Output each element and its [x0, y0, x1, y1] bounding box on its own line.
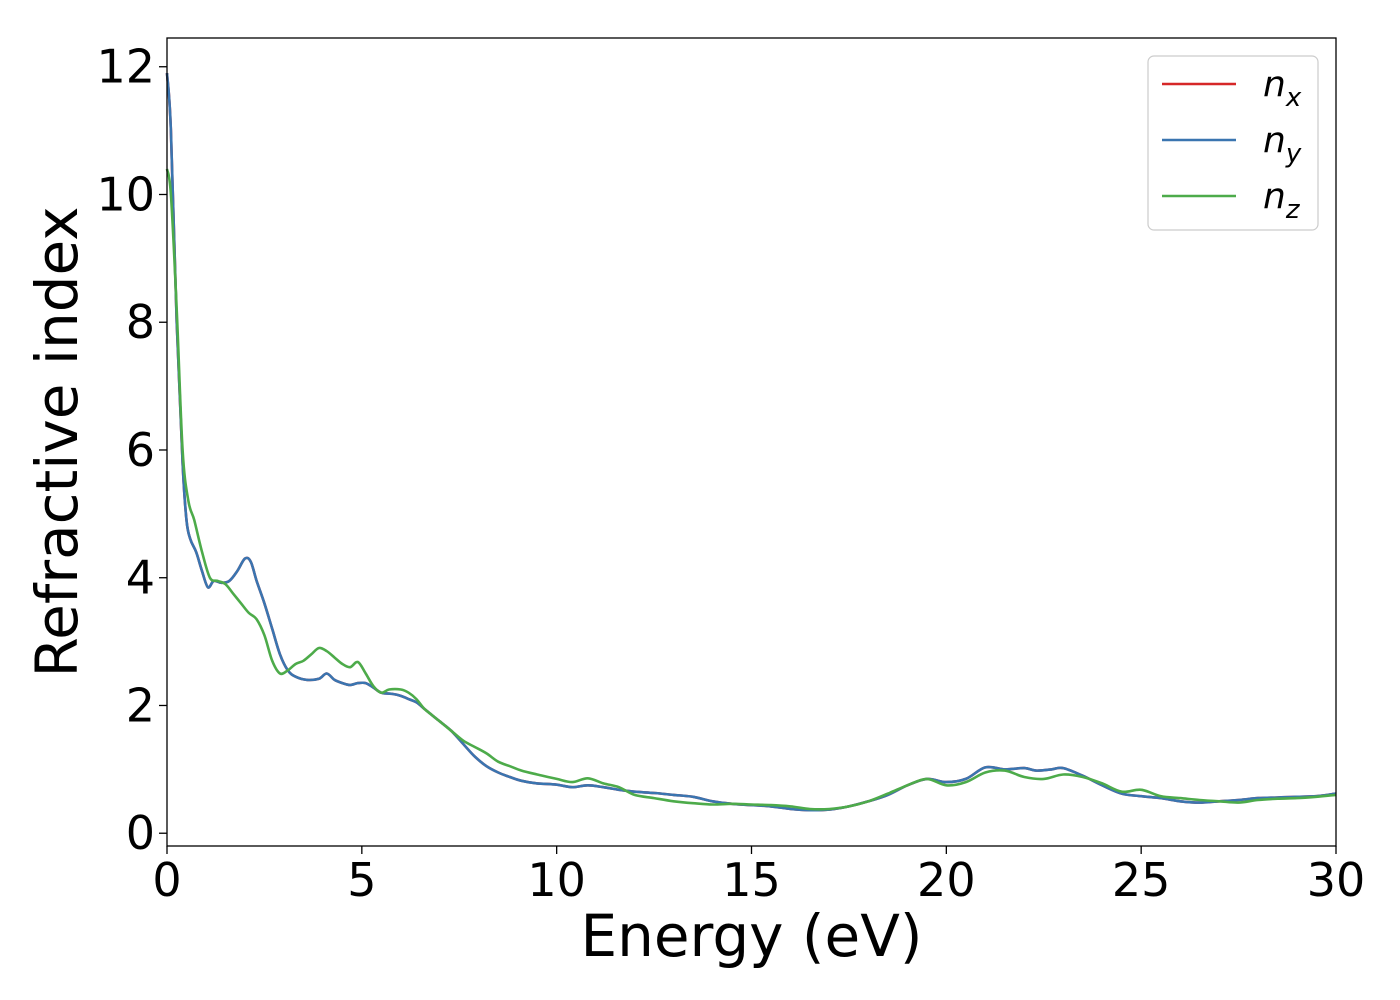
- x-tick-label: 25: [1112, 853, 1171, 907]
- series-layer: [165, 73, 1337, 812]
- y-tick-label: 4: [126, 551, 155, 605]
- legend-label-base: n: [1263, 120, 1286, 161]
- legend-label: nx: [1263, 64, 1302, 113]
- x-axis-title: Energy (eV): [580, 902, 922, 970]
- y-tick-label: 12: [96, 40, 155, 94]
- y-tick-label: 6: [126, 423, 155, 477]
- y-tick-label: 0: [126, 806, 155, 860]
- series-line-n-y: [165, 73, 1337, 812]
- legend-label-subscript: y: [1285, 139, 1302, 169]
- legend-label: nz: [1263, 176, 1301, 225]
- legend-label-base: n: [1263, 176, 1286, 217]
- legend-label-subscript: z: [1285, 195, 1301, 225]
- x-tick-label: 5: [347, 853, 376, 907]
- x-axis: 0 5 10 15 20 25 30: [152, 846, 1365, 907]
- legend-label: ny: [1263, 120, 1302, 169]
- legend-label-subscript: x: [1285, 83, 1302, 113]
- x-tick-label: 30: [1307, 853, 1366, 907]
- series-line-n-z: [165, 168, 1337, 811]
- y-tick-label: 2: [126, 678, 155, 732]
- y-tick-label: 10: [96, 167, 155, 221]
- x-tick-label: 15: [722, 853, 781, 907]
- legend-label-base: n: [1263, 64, 1286, 105]
- legend-box: [1147, 55, 1319, 231]
- x-tick-label: 20: [917, 853, 976, 907]
- x-tick-label: 10: [527, 853, 586, 907]
- y-axis-title: Refractive index: [23, 206, 91, 677]
- y-tick-label: 8: [126, 295, 155, 349]
- x-tick-label: 0: [152, 853, 181, 907]
- y-axis: 0 2 4 6 8 10 12: [96, 40, 167, 860]
